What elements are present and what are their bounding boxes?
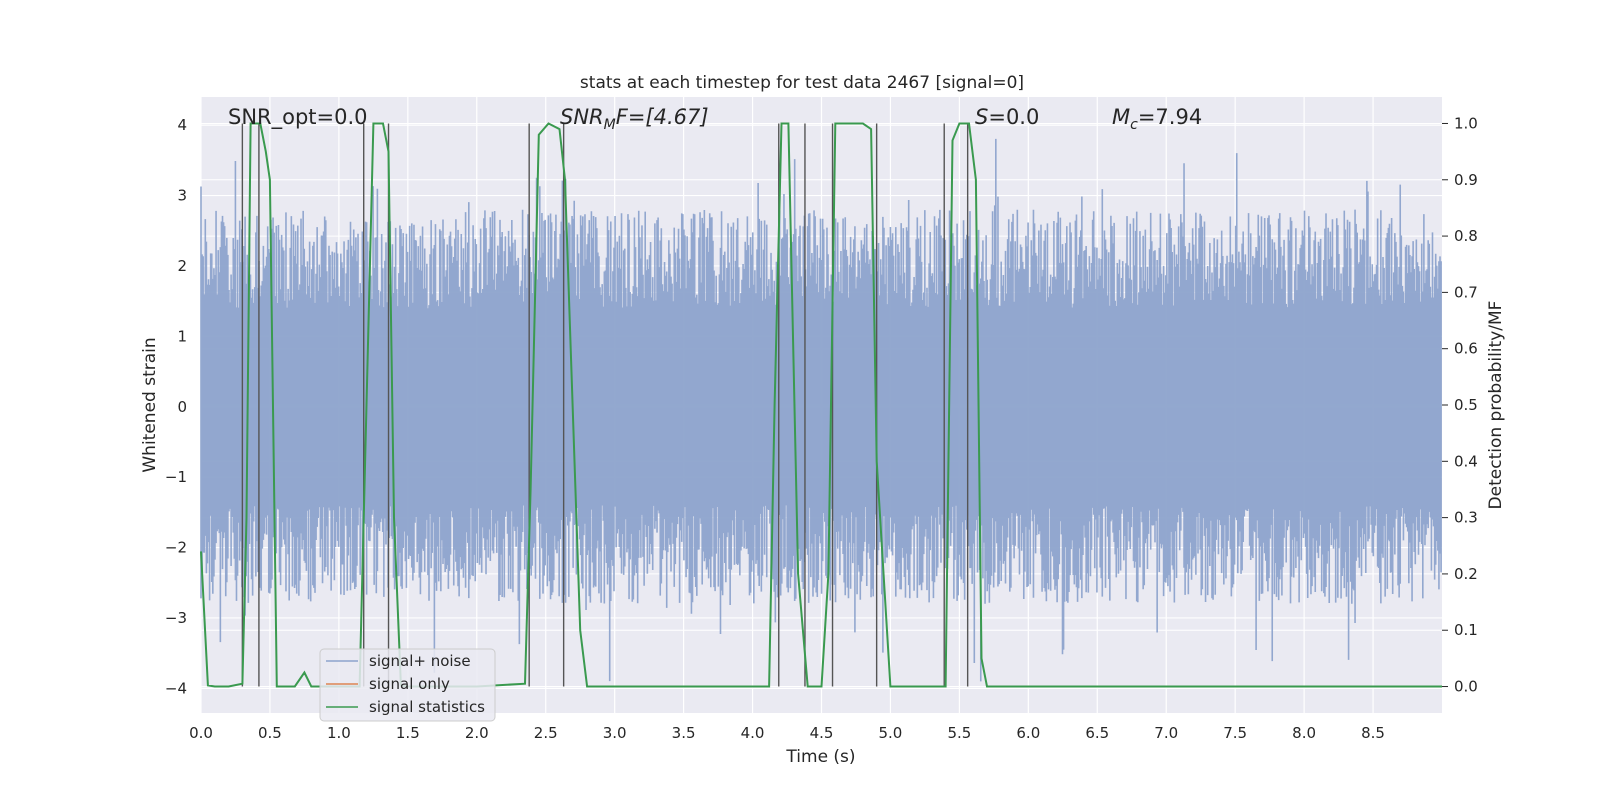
chart-title: stats at each timestep for test data 246… [580, 73, 1024, 93]
x-tick-label-14: 7.0 [1154, 724, 1178, 742]
x-tick-label-15: 7.5 [1223, 724, 1247, 742]
stats-series [200, 122, 1442, 688]
y2-ticks: 0.0 0.1 0.2 0.3 0.4 0.5 0.6 0.7 0.8 0.9 1.0 [1442, 114, 1478, 696]
legend-label-signal-only: signal only [369, 675, 450, 693]
y-ticks: −4 −3 −2 −1 0 1 2 3 4 [165, 116, 187, 697]
x-tick-label-8: 4.0 [741, 724, 765, 742]
y-tick-label-6: 2 [177, 257, 187, 275]
x-tick-label-3: 1.5 [396, 724, 420, 742]
y2-tick-label-0: 0.0 [1454, 678, 1478, 696]
y-tick-label-5: 1 [177, 327, 187, 345]
y2-tick-label-2: 0.2 [1454, 565, 1478, 583]
y2-tick-label-9: 0.9 [1454, 171, 1478, 189]
y-tick-label-2: −2 [165, 539, 187, 557]
legend-label-noise: signal+ noise [369, 652, 471, 670]
x-tick-label-12: 6.0 [1016, 724, 1040, 742]
x-tick-label-6: 3.0 [603, 724, 627, 742]
x-tick-label-10: 5.0 [879, 724, 903, 742]
x-tick-label-17: 8.5 [1361, 724, 1385, 742]
annotation-snr-mf: SNRMF=[4.67] [560, 105, 709, 133]
y-tick-label-3: −1 [165, 468, 187, 486]
x-tick-label-0: 0.0 [189, 724, 213, 742]
y2-tick-label-6: 0.6 [1454, 340, 1478, 358]
x-ticks: 0.0 0.5 1.0 1.5 2.0 2.5 3.0 3.5 4.0 4.5 5.0 5.5 6.0 6… [189, 724, 1385, 742]
x-tick-label-7: 3.5 [672, 724, 696, 742]
vlines [241, 123, 969, 687]
x-tick-label-2: 1.0 [327, 724, 351, 742]
y2-tick-label-4: 0.4 [1454, 452, 1478, 470]
y2-tick-label-5: 0.5 [1454, 396, 1478, 414]
y2-tick-label-10: 1.0 [1454, 114, 1478, 132]
noise-trace [200, 138, 1442, 682]
legend-label-stats: signal statistics [369, 698, 485, 716]
y-tick-label-1: −3 [165, 609, 187, 627]
x-tick-label-16: 8.0 [1292, 724, 1316, 742]
x-tick-label-5: 2.5 [534, 724, 558, 742]
y2-tick-label-7: 0.7 [1454, 283, 1478, 301]
y-tick-label-4: 0 [177, 398, 187, 416]
legend-box [319, 648, 496, 722]
legend: signal+ noise signal only signal statist… [319, 648, 496, 722]
annotation-snr-opt: SNR_opt=0.0 [228, 105, 368, 130]
x-tick-label-9: 4.5 [810, 724, 834, 742]
y2-tick-label-8: 0.8 [1454, 227, 1478, 245]
x-tick-label-11: 5.5 [947, 724, 971, 742]
y2-tick-label-3: 0.3 [1454, 509, 1478, 527]
y-tick-label-0: −4 [165, 679, 187, 697]
y-tick-label-7: 3 [177, 187, 187, 205]
y-tick-label-8: 4 [177, 116, 187, 134]
x-tick-label-13: 6.5 [1085, 724, 1109, 742]
noise-series [200, 138, 1442, 682]
annotation-s: S=0.0 [975, 105, 1039, 129]
x-tick-label-4: 2.0 [465, 724, 489, 742]
y2-tick-label-1: 0.1 [1454, 621, 1478, 639]
x-tick-label-1: 0.5 [258, 724, 282, 742]
y-axis-label: Whitened strain [140, 337, 160, 472]
stats-line [200, 122, 1442, 688]
annotation-mc: Mc=7.94 [1112, 105, 1202, 133]
y2-axis-label: Detection probability/MF [1486, 301, 1506, 510]
x-axis-label: Time (s) [785, 747, 855, 767]
